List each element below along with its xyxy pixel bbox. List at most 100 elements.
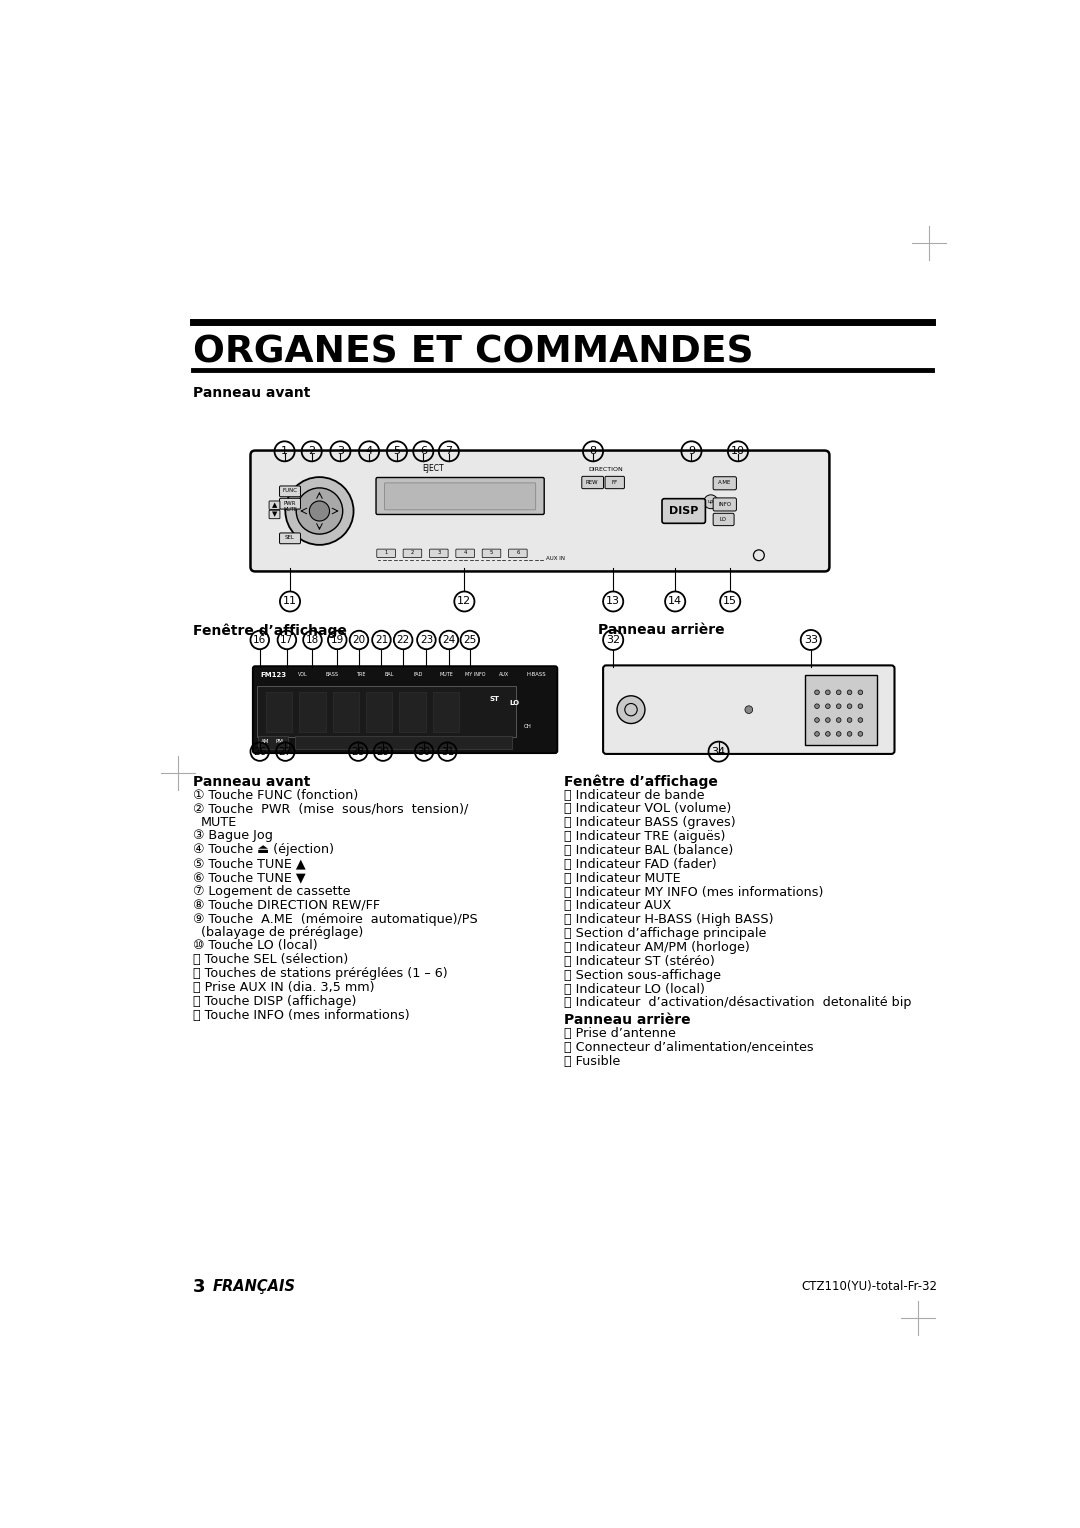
Text: 6: 6 xyxy=(420,446,427,457)
Text: 22: 22 xyxy=(396,636,409,645)
FancyBboxPatch shape xyxy=(403,549,422,558)
Text: AM: AM xyxy=(261,740,269,744)
Text: ST: ST xyxy=(489,697,500,703)
Text: 4: 4 xyxy=(463,550,467,556)
Circle shape xyxy=(836,732,841,736)
Text: ⑧ Touche DIRECTION REW/FF: ⑧ Touche DIRECTION REW/FF xyxy=(193,898,380,912)
Text: MUTE: MUTE xyxy=(440,671,454,677)
Text: ② Touche  PWR  (mise  sous/hors  tension)/: ② Touche PWR (mise sous/hors tension)/ xyxy=(193,802,469,816)
Text: 20: 20 xyxy=(352,636,365,645)
Text: CH: CH xyxy=(524,724,531,729)
Text: 18: 18 xyxy=(306,636,319,645)
Circle shape xyxy=(617,695,645,724)
FancyBboxPatch shape xyxy=(605,477,624,489)
Circle shape xyxy=(745,706,753,714)
Text: ⑰ Indicateur VOL (volume): ⑰ Indicateur VOL (volume) xyxy=(564,802,731,816)
Text: ① Touche FUNC (fonction): ① Touche FUNC (fonction) xyxy=(193,788,359,802)
Text: PWR: PWR xyxy=(284,501,296,506)
Text: 14: 14 xyxy=(669,596,683,607)
FancyBboxPatch shape xyxy=(266,692,293,732)
Text: ⑪ Touche SEL (sélection): ⑪ Touche SEL (sélection) xyxy=(193,953,349,966)
Text: 33: 33 xyxy=(804,636,818,645)
Text: AUX IN: AUX IN xyxy=(545,556,565,561)
Circle shape xyxy=(704,495,718,509)
Text: Fenêtre d’affichage: Fenêtre d’affichage xyxy=(564,775,717,790)
Circle shape xyxy=(825,718,831,723)
Text: ⑦ Logement de cassette: ⑦ Logement de cassette xyxy=(193,885,351,898)
Text: 32: 32 xyxy=(606,636,620,645)
Circle shape xyxy=(814,732,820,736)
Text: MUTE: MUTE xyxy=(201,816,238,828)
Text: ⑷ Indicateur AUX: ⑷ Indicateur AUX xyxy=(564,900,671,912)
Text: 26: 26 xyxy=(253,747,267,756)
Text: Panneau avant: Panneau avant xyxy=(193,387,311,400)
Text: 8: 8 xyxy=(590,446,596,457)
FancyBboxPatch shape xyxy=(713,498,737,510)
Text: ⑭ Touche DISP (affichage): ⑭ Touche DISP (affichage) xyxy=(193,995,356,1008)
Text: ⑳ Indicateur BAL (balance): ⑳ Indicateur BAL (balance) xyxy=(564,843,733,857)
Circle shape xyxy=(847,704,852,709)
Text: Panneau arrière: Panneau arrière xyxy=(597,623,725,637)
FancyBboxPatch shape xyxy=(251,451,829,571)
Circle shape xyxy=(847,691,852,695)
FancyBboxPatch shape xyxy=(377,549,395,558)
Text: ⑵ Indicateur MUTE: ⑵ Indicateur MUTE xyxy=(564,872,680,885)
Text: LO: LO xyxy=(510,700,519,706)
Text: DISP: DISP xyxy=(669,506,699,516)
Text: VOL: VOL xyxy=(298,671,308,677)
FancyBboxPatch shape xyxy=(713,513,734,526)
Circle shape xyxy=(836,704,841,709)
Text: 11: 11 xyxy=(283,596,297,607)
Text: ⑱ Indicateur BASS (graves): ⑱ Indicateur BASS (graves) xyxy=(564,816,735,830)
Text: ⑨ Touche  A.ME  (mémoire  automatique)/PS: ⑨ Touche A.ME (mémoire automatique)/PS xyxy=(193,912,477,926)
FancyBboxPatch shape xyxy=(430,549,448,558)
Text: BAL: BAL xyxy=(384,671,394,677)
Text: A.ME: A.ME xyxy=(718,480,731,486)
Text: ⑼ Section sous-affichage: ⑼ Section sous-affichage xyxy=(564,969,720,983)
FancyBboxPatch shape xyxy=(253,666,557,753)
FancyBboxPatch shape xyxy=(433,692,459,732)
Circle shape xyxy=(825,732,831,736)
Text: ⑲ Indicateur TRE (aiguës): ⑲ Indicateur TRE (aiguës) xyxy=(564,830,725,843)
Text: ⒀ Connecteur d’alimentation/enceintes: ⒀ Connecteur d’alimentation/enceintes xyxy=(564,1041,813,1054)
Text: ▼: ▼ xyxy=(272,510,278,516)
Text: ⑸ Indicateur H-BASS (High BASS): ⑸ Indicateur H-BASS (High BASS) xyxy=(564,914,773,926)
Text: FUNC: FUNC xyxy=(283,489,297,494)
FancyBboxPatch shape xyxy=(582,477,604,489)
Circle shape xyxy=(859,732,863,736)
Circle shape xyxy=(836,691,841,695)
Text: ⑿ Prise d’antenne: ⑿ Prise d’antenne xyxy=(564,1027,675,1041)
Text: 3: 3 xyxy=(437,550,441,556)
Text: ⑴ Indicateur FAD (fader): ⑴ Indicateur FAD (fader) xyxy=(564,857,716,871)
Text: 13: 13 xyxy=(606,596,620,607)
FancyBboxPatch shape xyxy=(258,736,287,749)
Circle shape xyxy=(814,691,820,695)
Text: ⑺ Indicateur AM/PM (horloge): ⑺ Indicateur AM/PM (horloge) xyxy=(564,941,750,953)
Text: 12: 12 xyxy=(457,596,472,607)
Text: H-BASS: H-BASS xyxy=(527,671,546,677)
Circle shape xyxy=(859,718,863,723)
Text: ⑹ Section d’affichage principale: ⑹ Section d’affichage principale xyxy=(564,927,766,940)
FancyBboxPatch shape xyxy=(509,549,527,558)
FancyBboxPatch shape xyxy=(333,692,359,732)
Circle shape xyxy=(836,718,841,723)
FancyBboxPatch shape xyxy=(482,549,501,558)
FancyBboxPatch shape xyxy=(299,692,326,732)
Text: 17: 17 xyxy=(281,636,294,645)
Circle shape xyxy=(309,501,329,521)
Text: CTZ110(YU)-total-Fr-32: CTZ110(YU)-total-Fr-32 xyxy=(801,1280,937,1293)
Text: ⑯ Indicateur de bande: ⑯ Indicateur de bande xyxy=(564,788,704,802)
Text: 27: 27 xyxy=(279,747,292,756)
Text: FF: FF xyxy=(611,480,618,484)
FancyBboxPatch shape xyxy=(295,736,512,749)
Text: up: up xyxy=(707,500,714,504)
Circle shape xyxy=(847,718,852,723)
Circle shape xyxy=(285,477,353,545)
Text: 28: 28 xyxy=(352,747,365,756)
Text: LO: LO xyxy=(719,516,727,523)
Text: 16: 16 xyxy=(253,636,267,645)
Text: 5: 5 xyxy=(393,446,401,457)
Text: 25: 25 xyxy=(463,636,476,645)
Text: ⒁ Fusible: ⒁ Fusible xyxy=(564,1054,620,1068)
Text: EJECT: EJECT xyxy=(422,465,444,474)
